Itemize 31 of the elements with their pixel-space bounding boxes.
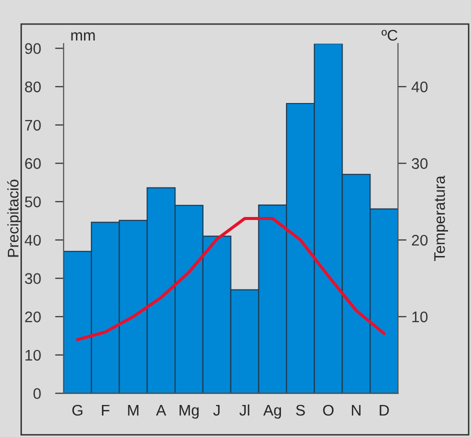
y-tick-label: 60 [25,158,41,169]
x-tick-label: Ag [263,404,281,419]
y-tick-label: 70 [25,120,41,131]
x-tick-label: Mg [180,404,199,419]
x-tick-label: A [156,404,166,416]
x-tick-label: O [323,404,334,416]
x-tick-label: S [296,404,305,416]
y-tick-label: 10 [26,350,41,361]
y2-axis-title: Temperatura [434,176,448,262]
y-tick-label: 20 [25,312,41,322]
x-tick-label: G [72,404,82,416]
y2-tick-label: 20 [412,234,428,246]
text: mm [71,32,95,41]
y-tick-label: 30 [24,273,41,284]
y-tick-label: 50 [24,196,41,208]
y-axis-title: Precipitació [7,180,22,257]
x-tick-label: M [128,404,138,416]
x-tick-label: Jl [239,404,250,416]
y2-tick-label: 40 [412,82,428,92]
y2-tick-label: 30 [412,158,428,169]
text: ºC [382,30,398,41]
x-tick-label: D [380,404,389,416]
y-tick-label: 0 [33,388,41,399]
x-tick-label: N [352,404,360,416]
y-tick-label: 80 [25,82,41,92]
x-tick-label: F [102,404,110,416]
y-tick-label: 90 [25,43,41,54]
line-series [76,216,386,342]
y2-tick-label: 10 [412,312,428,322]
y-tick-label: 40 [24,234,41,246]
x-tick-label: J [213,404,220,416]
